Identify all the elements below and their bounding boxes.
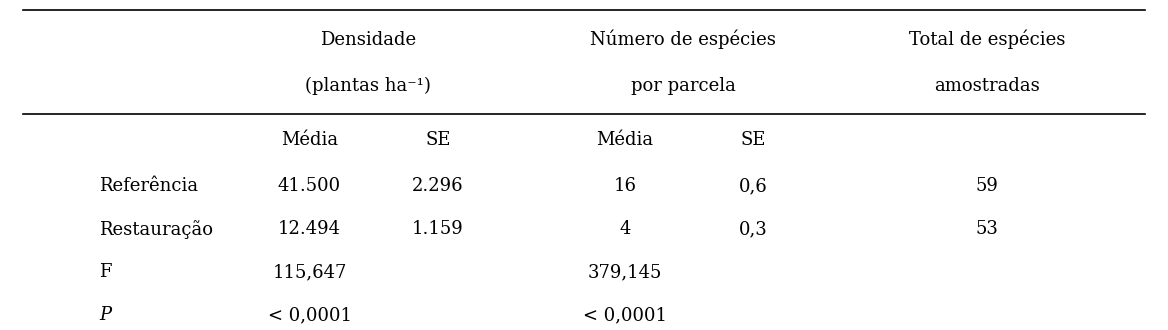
- Text: 0,6: 0,6: [739, 178, 767, 195]
- Text: < 0,0001: < 0,0001: [583, 306, 667, 324]
- Text: 59: 59: [975, 178, 999, 195]
- Text: 12.494: 12.494: [278, 220, 341, 238]
- Text: 53: 53: [975, 220, 999, 238]
- Text: Total de espécies: Total de espécies: [909, 30, 1065, 50]
- Text: Média: Média: [597, 131, 653, 149]
- Text: 16: 16: [613, 178, 637, 195]
- Text: 115,647: 115,647: [272, 263, 347, 281]
- Text: Média: Média: [281, 131, 338, 149]
- Text: 41.500: 41.500: [278, 178, 341, 195]
- Text: Restauração: Restauração: [99, 220, 214, 239]
- Text: por parcela: por parcela: [631, 77, 736, 95]
- Text: < 0,0001: < 0,0001: [267, 306, 352, 324]
- Text: Referência: Referência: [99, 178, 199, 195]
- Text: 2.296: 2.296: [412, 178, 464, 195]
- Text: Densidade: Densidade: [320, 31, 416, 49]
- Text: F: F: [99, 263, 112, 281]
- Text: 4: 4: [619, 220, 631, 238]
- Text: P: P: [99, 306, 111, 324]
- Text: (plantas ha⁻¹): (plantas ha⁻¹): [305, 77, 431, 95]
- Text: amostradas: amostradas: [934, 77, 1040, 95]
- Text: 0,3: 0,3: [739, 220, 767, 238]
- Text: SE: SE: [425, 131, 451, 149]
- Text: 1.159: 1.159: [412, 220, 464, 238]
- Text: SE: SE: [741, 131, 766, 149]
- Text: 379,145: 379,145: [588, 263, 662, 281]
- Text: Número de espécies: Número de espécies: [590, 30, 777, 50]
